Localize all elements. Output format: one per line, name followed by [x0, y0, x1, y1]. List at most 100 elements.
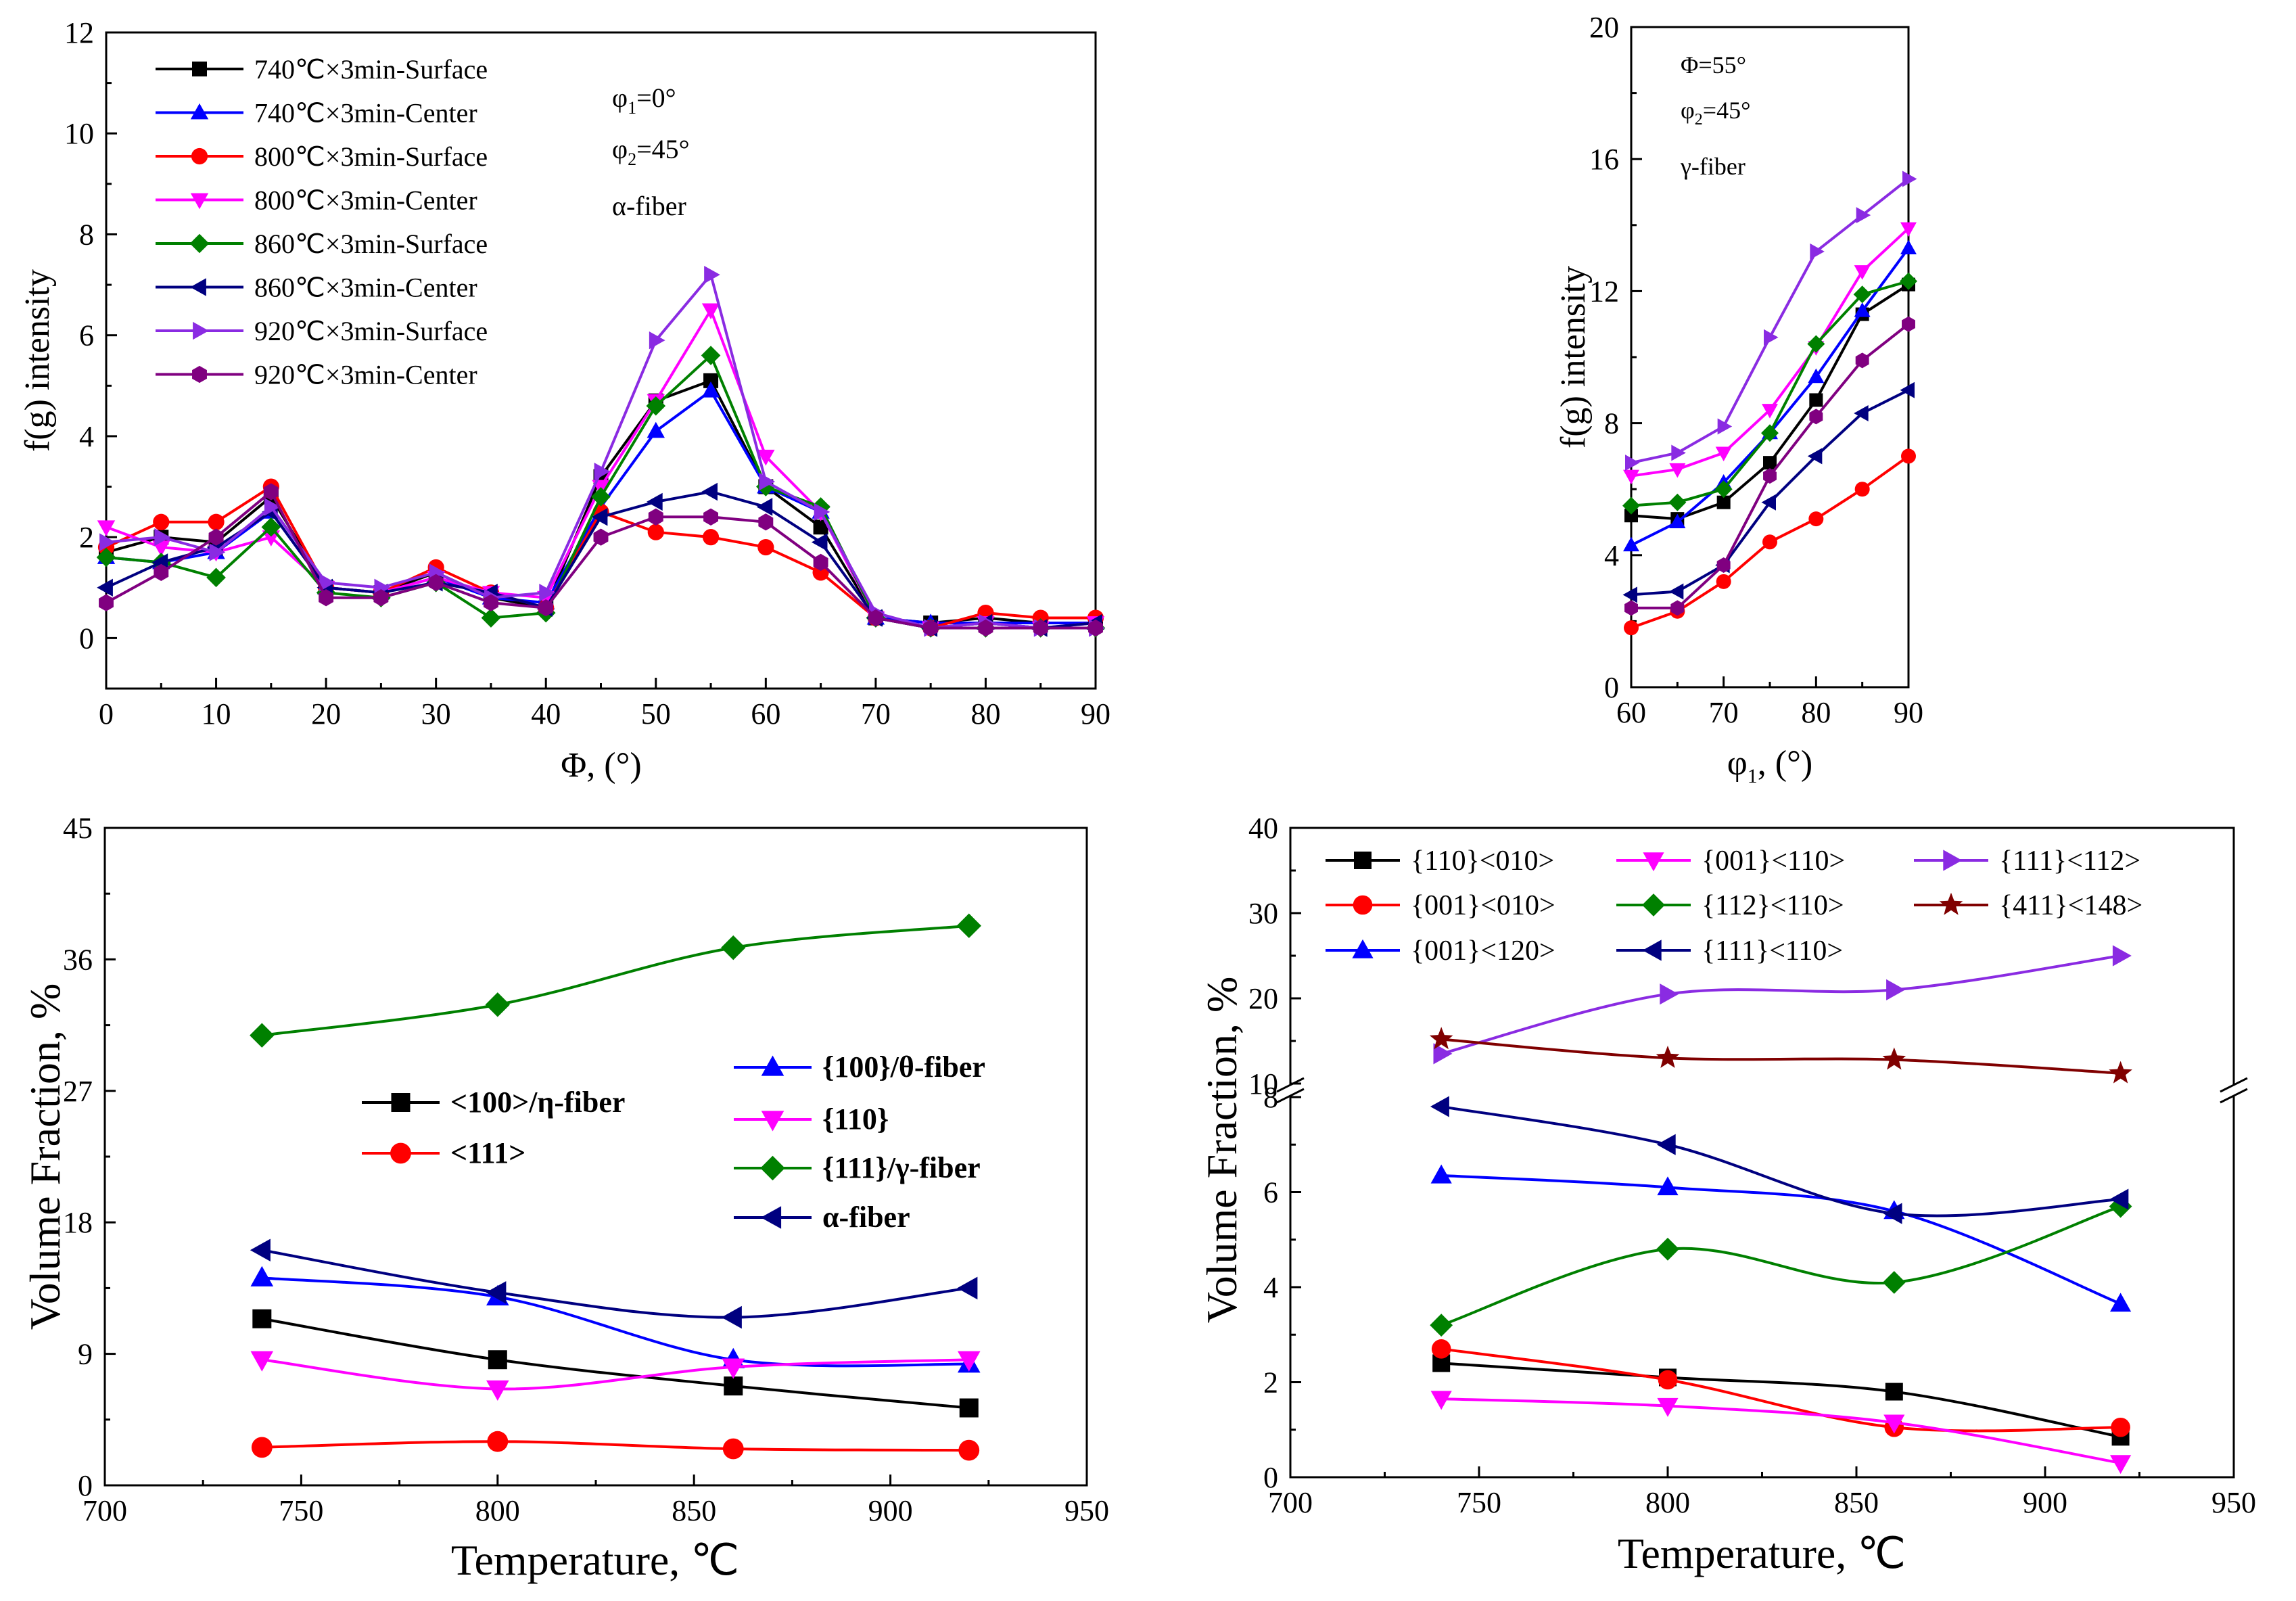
data-point	[811, 533, 828, 551]
data-point	[261, 517, 281, 537]
y-tick-label: 27	[63, 1075, 93, 1108]
legend-label: {411}<148>	[1999, 890, 2142, 921]
data-point	[594, 462, 611, 481]
legend-marker	[1943, 850, 1963, 871]
panel-c: 700 750 800 850 900 950 0 9 18 27 36 45 <100>/η-fib…	[21, 812, 1109, 1584]
y-tick-label: 6	[79, 319, 94, 352]
data-point	[1668, 583, 1684, 600]
series-line	[1440, 1105, 2121, 1217]
series-920-3min-center	[99, 483, 1103, 637]
series-line	[1441, 1174, 2122, 1305]
series-740-3min-surface	[1624, 277, 1915, 526]
data-point	[701, 482, 718, 501]
data-point	[701, 346, 721, 365]
panel-c-axes: 700 750 800 850 900 950 0 9 18 27 36 45	[63, 812, 1109, 1527]
legend-label: <111>	[450, 1136, 525, 1169]
data-point	[593, 528, 609, 546]
data-point	[538, 599, 554, 617]
data-point	[487, 1431, 509, 1452]
data-point	[209, 543, 226, 561]
data-point	[1762, 534, 1777, 550]
data-point	[319, 589, 334, 607]
data-point	[649, 331, 665, 350]
legend-item-001-110: {001}<110>	[1616, 845, 1845, 877]
data-point	[868, 609, 883, 627]
y-tick-label: 16	[1589, 143, 1619, 176]
data-point	[1902, 316, 1915, 332]
data-point	[1902, 170, 1917, 187]
data-point	[1433, 1043, 1453, 1065]
data-point	[1670, 600, 1685, 616]
series-920-3min-center	[1624, 316, 1915, 616]
y-tick-label: 36	[63, 943, 93, 976]
data-point	[1431, 1339, 1451, 1359]
legend-label: 860℃×3min-Surface	[254, 229, 488, 259]
data-point	[1855, 352, 1869, 369]
data-point	[647, 524, 664, 540]
data-point	[758, 513, 774, 531]
data-point	[1763, 468, 1777, 484]
legend-marker	[190, 193, 209, 210]
panel-a-legend: 740℃×3min-Surface 740℃×3min-Center 800℃×3m…	[156, 54, 488, 390]
legend-item-110-010: {110}<010>	[1326, 845, 1554, 877]
data-point	[1625, 455, 1640, 471]
series-100-fiber	[250, 1266, 981, 1373]
data-point	[722, 1438, 744, 1460]
x-tick-label: 90	[1894, 696, 1923, 729]
series-411-148	[1429, 1027, 2132, 1084]
y-tick-label: 2	[79, 521, 94, 554]
series-line	[262, 1276, 969, 1368]
data-point	[1856, 207, 1871, 224]
data-point	[721, 1305, 742, 1329]
legend-item-860-3min-surface: 860℃×3min-Surface	[156, 229, 488, 259]
legend-marker	[1642, 939, 1662, 961]
y-tick-label: 8	[1604, 407, 1619, 440]
data-point	[539, 584, 555, 602]
data-point	[1623, 536, 1639, 552]
legend-label: 860℃×3min-Center	[254, 273, 477, 303]
y-tick-label: 9	[78, 1338, 93, 1371]
annotation-fiber: α-fiber	[612, 191, 686, 221]
axis-break-mark	[2220, 1077, 2248, 1093]
series-fiber	[250, 1238, 978, 1329]
data-point	[1900, 272, 1917, 290]
series-920-3min-surface	[99, 265, 1105, 637]
x-tick-label: 40	[531, 697, 561, 730]
data-point	[1761, 494, 1776, 511]
legend-item-740-3min-surface: 740℃×3min-Surface	[156, 54, 488, 85]
legend-label: {110}<010>	[1411, 845, 1554, 877]
panel-c-series	[250, 913, 981, 1461]
data-point	[2110, 1293, 2132, 1312]
data-point	[1886, 979, 1906, 1000]
data-point	[1624, 600, 1638, 616]
x-tick-label: 900	[868, 1494, 913, 1527]
legend-marker	[1352, 939, 1374, 958]
x-tick-label: 750	[279, 1494, 323, 1527]
data-point	[263, 483, 279, 501]
y-tick-label: 0	[79, 622, 94, 655]
data-point	[206, 567, 226, 588]
panel-d-axes: 700 750 800 850 900 950 10 20 30 40 0 2 4 6 8	[1248, 812, 2256, 1519]
data-point	[1854, 302, 1871, 317]
data-point	[1854, 482, 1870, 497]
data-point	[1762, 404, 1778, 419]
data-point	[1669, 463, 1686, 478]
data-point	[1622, 496, 1640, 515]
legend-label: 920℃×3min-Center	[254, 360, 477, 390]
y-tick-label: 30	[1248, 897, 1278, 930]
data-point	[208, 528, 224, 546]
axis-break-gap	[1285, 1085, 1296, 1096]
data-point	[958, 1439, 980, 1461]
data-point	[1624, 509, 1638, 523]
legend-marker	[189, 233, 210, 254]
legend-marker	[760, 1155, 785, 1181]
panel-b-xlabel: φ1, (°)	[1727, 744, 1812, 787]
data-point	[721, 935, 746, 960]
data-point	[1809, 409, 1823, 425]
data-point	[488, 1350, 507, 1370]
x-tick-label: 80	[970, 697, 1000, 730]
legend-label: {001}<010>	[1411, 890, 1555, 921]
data-point	[703, 373, 719, 388]
data-point	[2112, 945, 2132, 967]
data-point	[1807, 335, 1825, 353]
